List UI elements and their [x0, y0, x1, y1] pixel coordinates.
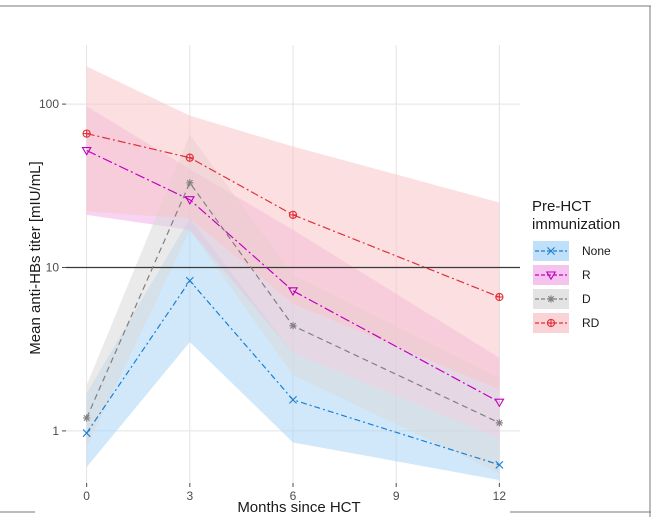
legend-label: None: [582, 244, 611, 258]
point-d: [289, 322, 297, 330]
point-r: [494, 398, 505, 408]
legend-item-r: R: [533, 265, 591, 285]
series-line-d: [86, 181, 500, 424]
point-r: [81, 146, 92, 156]
x-tick-label: 6: [290, 489, 297, 503]
x-tick-label: 12: [493, 489, 507, 503]
point-none: [495, 460, 504, 469]
legend-key-marker: [547, 247, 555, 255]
series-line-rd: [86, 133, 500, 298]
point-rd: [288, 210, 298, 220]
x-tick-label: 3: [186, 489, 193, 503]
point-rd: [82, 129, 91, 138]
legend-item-d: D: [533, 289, 591, 309]
legend-item-rd: RD: [533, 313, 600, 333]
legend-key-marker: [545, 271, 557, 281]
point-none: [82, 429, 91, 438]
x-tick-labels: 0 3 6 9 12: [83, 483, 506, 503]
series-lines: [86, 133, 500, 466]
legend-label: D: [582, 292, 591, 306]
y-tick-label: 10: [46, 261, 60, 275]
point-rd: [185, 153, 194, 162]
legend-items: None RD RD: [533, 241, 611, 333]
y-axis-title: Mean anti-HBs titer [mIU/mL]: [27, 161, 44, 354]
y-tick-label: 1: [52, 424, 59, 438]
series-markers: [81, 129, 505, 469]
series-line-none: [86, 279, 500, 466]
legend-title-line1: Pre-HCT: [532, 198, 591, 215]
legend-key-marker: [547, 295, 555, 303]
band-d: [86, 134, 500, 474]
series-line-r: [86, 149, 500, 403]
point-none: [289, 395, 297, 404]
point-r: [287, 287, 299, 297]
band-rd: [86, 66, 500, 390]
x-tick-label: 0: [83, 489, 90, 503]
point-d: [83, 414, 91, 422]
legend: Pre-HCT immunization None RD RD: [532, 198, 620, 333]
point-rd: [495, 292, 504, 302]
legend-label: RD: [582, 316, 600, 330]
x-axis-title: Months since HCT: [237, 499, 360, 516]
y-tick-labels: 1 10 100: [39, 97, 66, 438]
legend-item-none: None: [533, 241, 611, 261]
y-tick-label: 100: [39, 97, 59, 111]
point-r: [184, 196, 195, 205]
point-none: [185, 276, 194, 285]
legend-key-marker: [546, 318, 556, 328]
legend-title-line2: immunization: [532, 216, 620, 233]
point-d: [186, 179, 194, 187]
point-d: [495, 419, 503, 427]
x-tick-label: 9: [393, 489, 400, 503]
legend-label: R: [582, 268, 591, 282]
confidence-bands: [86, 66, 500, 481]
